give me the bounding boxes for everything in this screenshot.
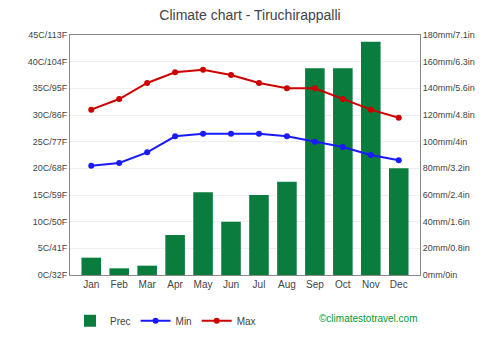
- svg-text:Nov: Nov: [362, 279, 380, 290]
- svg-text:May: May: [194, 279, 213, 290]
- svg-text:Dec: Dec: [390, 279, 408, 290]
- svg-text:10C/50F: 10C/50F: [33, 217, 68, 227]
- svg-text:100mm/4in: 100mm/4in: [423, 137, 468, 147]
- svg-text:30C/86F: 30C/86F: [33, 110, 68, 120]
- svg-text:Aug: Aug: [278, 279, 296, 290]
- svg-text:Climate chart - Tiruchirappall: Climate chart - Tiruchirappalli: [159, 7, 340, 23]
- svg-text:20mm/0.8in: 20mm/0.8in: [423, 243, 470, 253]
- svg-text:0C/32F: 0C/32F: [38, 270, 68, 280]
- svg-text:Max: Max: [237, 316, 256, 327]
- svg-text:Jul: Jul: [253, 279, 266, 290]
- svg-text:Apr: Apr: [167, 279, 183, 290]
- svg-text:Jan: Jan: [83, 279, 99, 290]
- svg-text:0mm/0in: 0mm/0in: [423, 270, 458, 280]
- svg-text:40mm/1.6in: 40mm/1.6in: [423, 217, 470, 227]
- svg-text:45C/113F: 45C/113F: [28, 30, 67, 40]
- svg-text:25C/77F: 25C/77F: [33, 137, 68, 147]
- svg-text:60mm/2.4in: 60mm/2.4in: [423, 190, 470, 200]
- svg-text:20C/68F: 20C/68F: [33, 163, 68, 173]
- svg-text:80mm/3.2in: 80mm/3.2in: [423, 163, 470, 173]
- svg-text:Jun: Jun: [223, 279, 239, 290]
- svg-text:Oct: Oct: [335, 279, 351, 290]
- svg-text:140mm/5.6in: 140mm/5.6in: [423, 83, 475, 93]
- svg-text:Prec: Prec: [110, 316, 131, 327]
- svg-text:©climatestotravel.com: ©climatestotravel.com: [319, 313, 418, 324]
- svg-text:35C/95F: 35C/95F: [33, 83, 68, 93]
- svg-text:40C/104F: 40C/104F: [28, 57, 68, 67]
- svg-text:Mar: Mar: [139, 279, 157, 290]
- svg-text:Feb: Feb: [111, 279, 129, 290]
- svg-text:Sep: Sep: [306, 279, 324, 290]
- svg-text:180mm/7.1in: 180mm/7.1in: [423, 30, 475, 40]
- svg-text:120mm/4.8in: 120mm/4.8in: [423, 110, 475, 120]
- svg-text:5C/41F: 5C/41F: [38, 243, 68, 253]
- svg-text:160mm/6.3in: 160mm/6.3in: [423, 57, 475, 67]
- svg-text:Min: Min: [176, 316, 192, 327]
- svg-text:15C/59F: 15C/59F: [33, 190, 68, 200]
